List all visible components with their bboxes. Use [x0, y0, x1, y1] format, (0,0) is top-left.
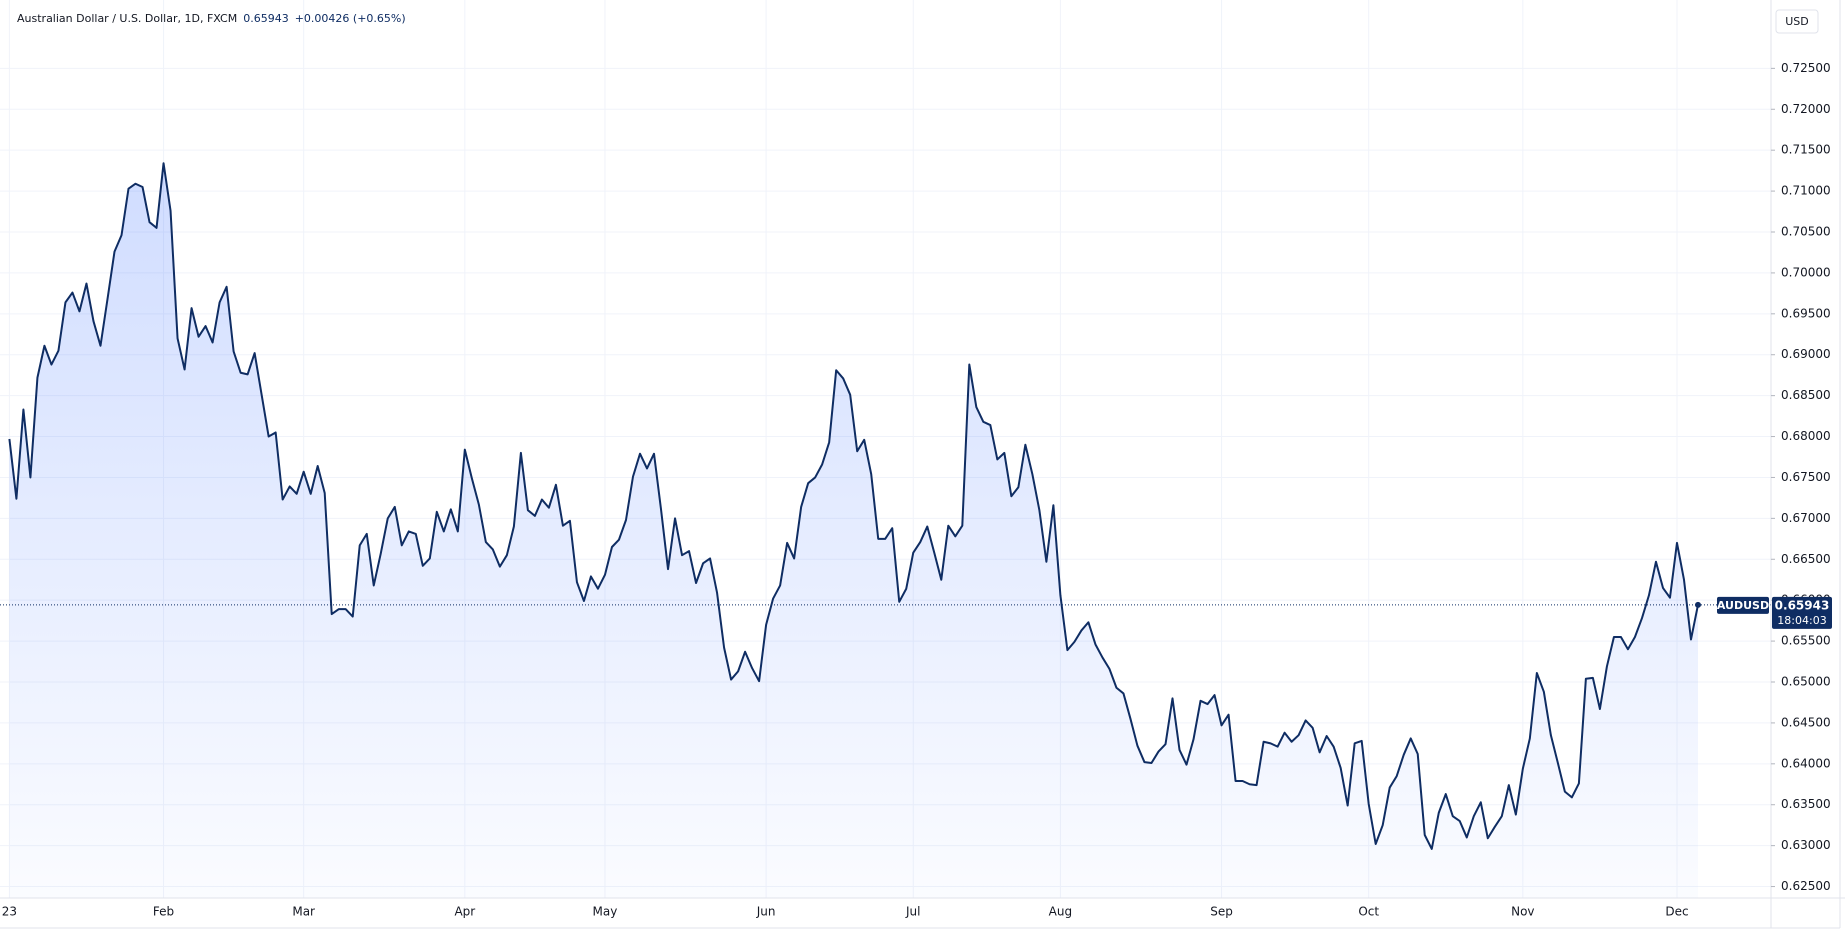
y-tick-label: 0.63500	[1781, 797, 1831, 811]
y-tick-label: 0.67000	[1781, 511, 1831, 525]
y-tick-label: 0.69500	[1781, 306, 1831, 320]
currency-button[interactable]	[1775, 9, 1819, 34]
y-tick-label: 0.71500	[1781, 143, 1831, 157]
x-tick-label: Nov	[1511, 905, 1534, 919]
y-tick-label: 0.66500	[1781, 552, 1831, 566]
y-tick-label: 0.68500	[1781, 388, 1831, 402]
y-tick-label: 0.72000	[1781, 102, 1831, 116]
y-tick-label: 0.62500	[1781, 879, 1831, 893]
price-line	[8, 162, 1699, 850]
legend-change: +0.00426 (+0.65%)	[295, 12, 406, 25]
x-tick-label: 23	[2, 905, 17, 919]
legend: Australian Dollar / U.S. Dollar, 1D, FXC…	[17, 12, 406, 25]
legend-price: 0.65943	[243, 12, 289, 25]
y-tick-label: 0.71000	[1781, 184, 1831, 198]
y-tick-label: 0.69000	[1781, 347, 1831, 361]
symbol-title: Australian Dollar / U.S. Dollar, 1D, FXC…	[17, 12, 237, 25]
y-tick-label: 0.63000	[1781, 838, 1831, 852]
x-tick-label: Sep	[1210, 905, 1233, 919]
x-tick-label: Dec	[1665, 905, 1688, 919]
axes: 0.62500 0.63000 0.63500 0.64000 0.64500 0.650…	[2, 61, 1832, 919]
price-tag	[1772, 596, 1832, 629]
area-fill	[9, 163, 1698, 898]
last-point	[1695, 601, 1701, 608]
symbol-tag-label: AUDUSD	[1717, 599, 1769, 612]
symbol-tag	[1717, 596, 1769, 614]
x-tick-label: Jul	[905, 905, 920, 919]
price-tag-countdown: 18:04:03	[1777, 614, 1826, 627]
y-tick-label: 0.68000	[1781, 429, 1831, 443]
y-tick-label: 0.67500	[1781, 470, 1831, 484]
y-tick-label: 0.70500	[1781, 225, 1831, 239]
x-tick-label: Feb	[153, 905, 174, 919]
currency-label: USD	[1785, 15, 1809, 28]
y-tick-label: 0.64000	[1781, 756, 1831, 770]
x-tick-label: Apr	[454, 905, 475, 919]
y-tick-label: 0.65000	[1781, 675, 1831, 689]
y-tick-label: 0.64500	[1781, 715, 1831, 729]
x-tick-label: Mar	[292, 905, 315, 919]
y-tick-label: 0.65500	[1781, 634, 1831, 648]
y-tick-label: 0.72500	[1781, 61, 1831, 75]
plot	[0, 162, 1771, 898]
x-tick-label: Jun	[756, 905, 776, 919]
x-tick-label: Aug	[1049, 905, 1072, 919]
y-tick-label: 0.70000	[1781, 265, 1831, 279]
x-tick-label: Oct	[1358, 905, 1379, 919]
price-tag-value: 0.65943	[1775, 598, 1830, 612]
x-tick-label: May	[593, 905, 618, 919]
